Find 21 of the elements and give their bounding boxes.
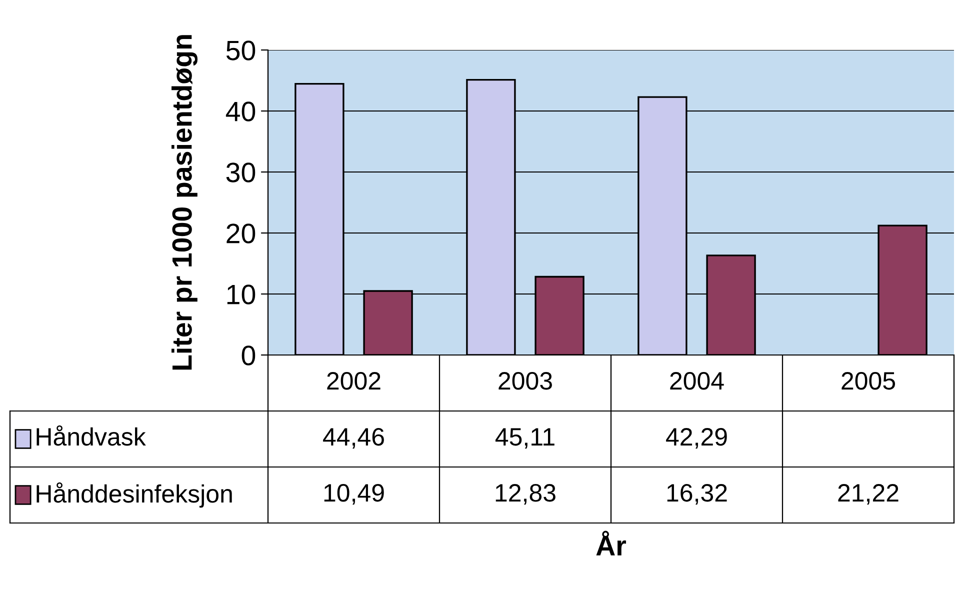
y-tick-label: 20 — [226, 224, 256, 244]
data-label: 12,83 — [496, 484, 556, 505]
y-tick-label: 40 — [226, 102, 256, 122]
legend-label: Håndvask — [36, 425, 146, 446]
x-tick-label: 2003 — [498, 372, 552, 390]
data-label: 42,29 — [666, 428, 727, 449]
x-tick-label: 2002 — [327, 372, 380, 390]
x-tick-label: 2004 — [670, 372, 724, 390]
y-axis-title: Liter pr 1000 pasientdøgn — [172, 35, 198, 370]
text: År — [596, 530, 626, 556]
y-tick-label: 0 — [242, 346, 256, 366]
data-label: 10,49 — [324, 484, 384, 505]
legend-label: Hånddesinfeksjon — [36, 482, 232, 508]
y-tick-label: 50 — [226, 40, 256, 60]
data-label: 44,46 — [323, 428, 384, 449]
data-label: 21,22 — [838, 484, 898, 505]
y-tick-label: 10 — [227, 284, 256, 304]
data-label: 16,32 — [667, 484, 727, 505]
y-tick-label: 30 — [226, 162, 256, 182]
x-tick-label: 2005 — [842, 372, 896, 390]
data-label: 45,11 — [495, 428, 554, 449]
